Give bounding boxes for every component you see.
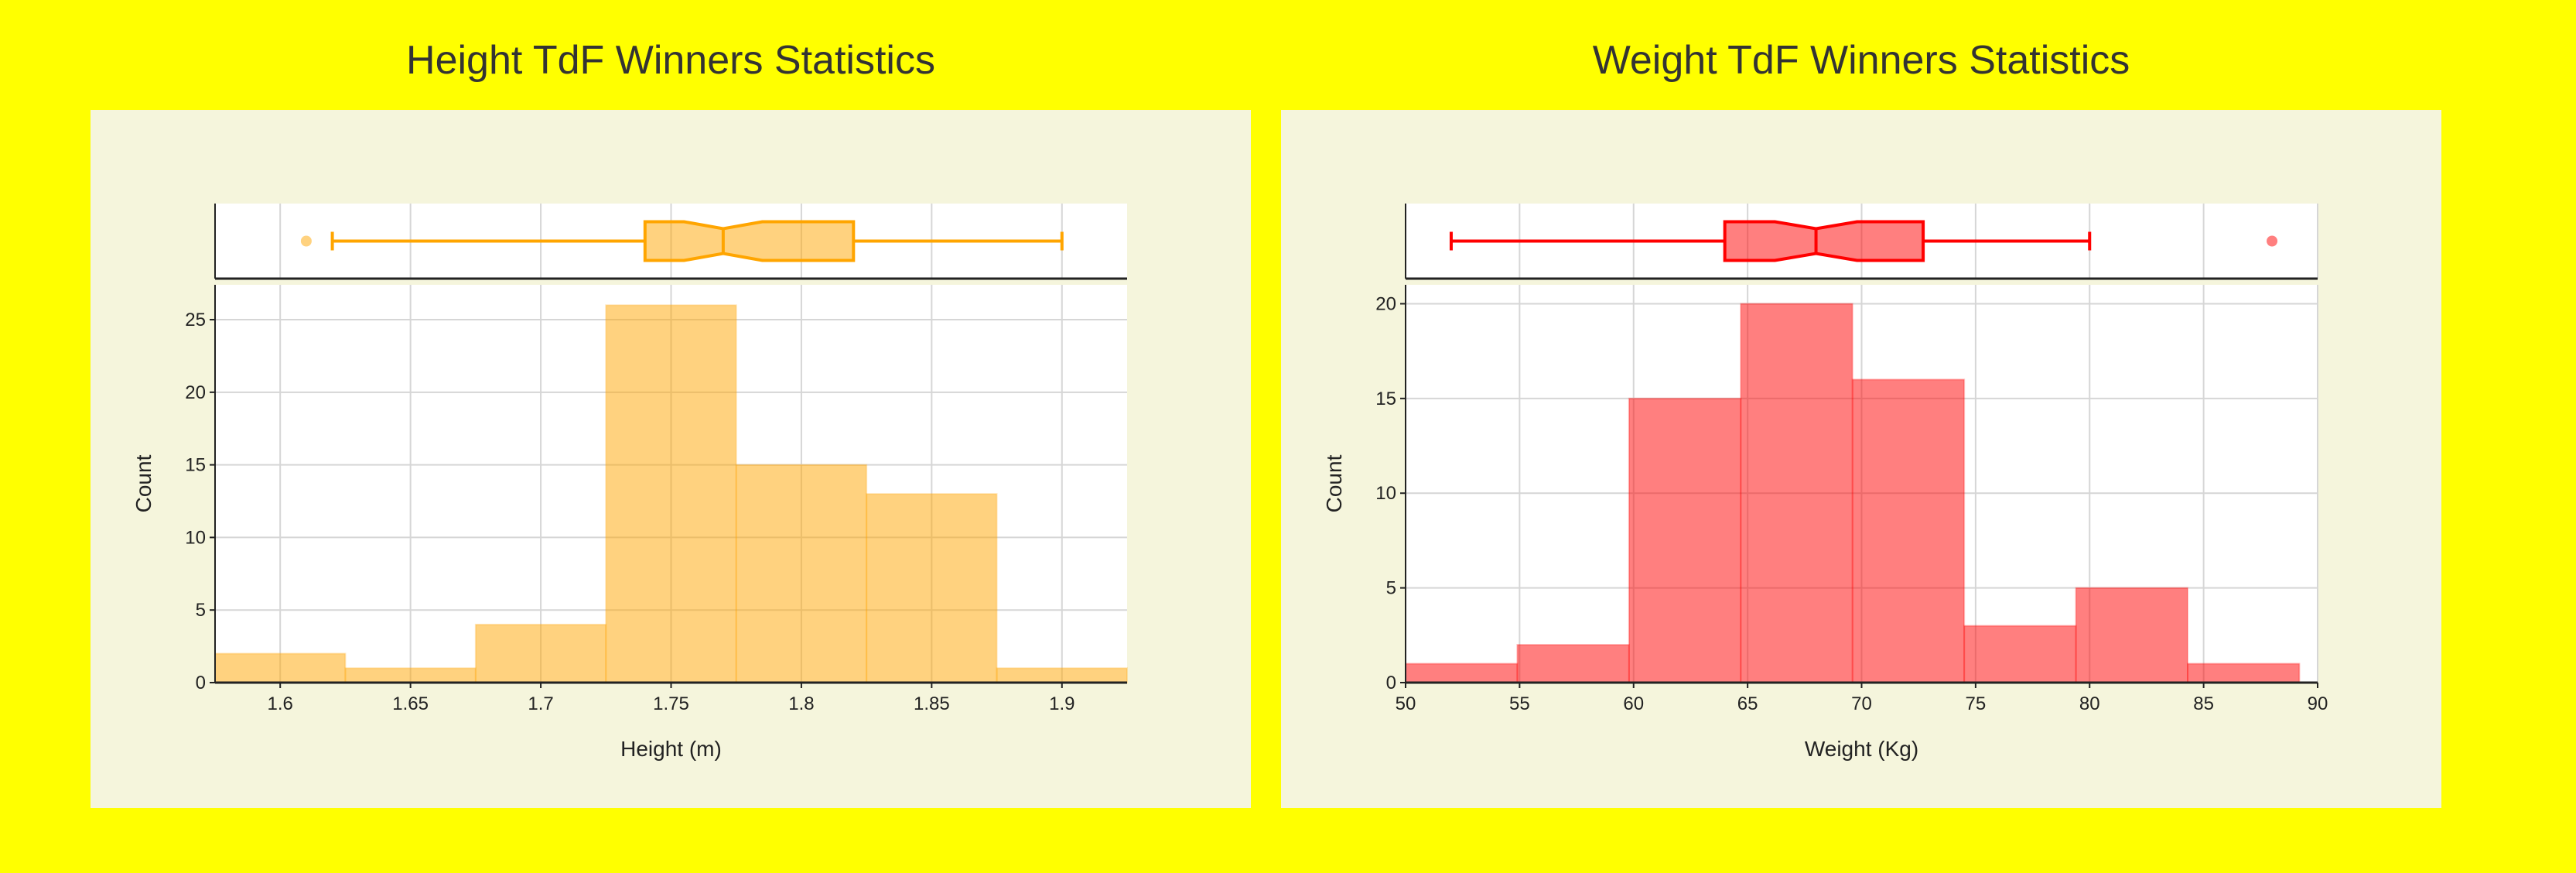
histogram-bar (474, 623, 607, 683)
y-tick-label: 0 (1386, 673, 1396, 693)
histogram-bar (866, 493, 998, 683)
histogram-bar (1740, 303, 1853, 683)
chart-title-height: Height TdF Winners Statistics (406, 38, 935, 83)
histogram-bar (1405, 662, 1519, 683)
boxplot-box (643, 220, 856, 262)
histogram-bar (735, 464, 868, 683)
x-tick-label: 50 (1396, 693, 1416, 714)
histogram-bar (344, 667, 477, 684)
boxplot-outlier (300, 235, 312, 247)
y-tick-label: 15 (185, 455, 206, 476)
histogram-bar (214, 652, 347, 683)
histogram-bar (1628, 397, 1742, 683)
x-tick-label: 1.75 (653, 693, 689, 714)
y-tick-label: 15 (1375, 389, 1396, 409)
weight-chart: 50 55 60 65 70 75 80 85 90 0 5 10 15 20 Weight (Kg) Cou… (1322, 204, 2328, 761)
y-tick-label: 10 (1375, 483, 1396, 504)
y-axis-title: Count (132, 454, 155, 512)
y-tick-label: 5 (196, 600, 206, 621)
y-tick-label: 0 (196, 673, 206, 693)
height-chart: 1.6 1.65 1.7 1.75 1.8 1.85 1.9 0 5 10 15 20 25 Height… (132, 204, 1128, 761)
x-tick-label: 55 (1509, 693, 1530, 714)
histogram-bar (1963, 625, 2077, 683)
histogram-bar (996, 667, 1128, 684)
y-tick-label: 10 (185, 527, 206, 548)
y-axis-title: Count (1322, 454, 1346, 512)
x-tick-label: 85 (2193, 693, 2214, 714)
x-tick-label: 1.9 (1049, 693, 1074, 714)
y-tick-label: 20 (1375, 293, 1396, 314)
histogram-bar (605, 304, 737, 683)
x-axis-title: Height (m) (620, 737, 722, 761)
x-tick-label: 1.65 (392, 693, 429, 714)
boxplot-outlier (2267, 235, 2278, 247)
x-tick-label: 65 (1737, 693, 1758, 714)
x-tick-label: 80 (2079, 693, 2100, 714)
height-chart-panel: 1.6 1.65 1.7 1.75 1.8 1.85 1.9 0 5 10 15 20 25 Height… (91, 110, 1251, 808)
histogram-bar (2186, 662, 2301, 683)
x-tick-label: 75 (1966, 693, 1987, 714)
x-tick-label: 1.7 (528, 693, 553, 714)
weight-chart-panel: 50 55 60 65 70 75 80 85 90 0 5 10 15 20 Weight (Kg) Cou… (1281, 110, 2441, 808)
y-tick-label: 5 (1386, 578, 1396, 599)
boxplot-box (1723, 220, 1925, 262)
x-tick-label: 60 (1623, 693, 1644, 714)
x-tick-label: 1.6 (268, 693, 293, 714)
histogram-bar (2075, 587, 2188, 683)
x-tick-label: 90 (2308, 693, 2328, 714)
y-tick-label: 20 (185, 382, 206, 403)
histogram-bar (1516, 644, 1630, 683)
x-tick-label: 1.85 (914, 693, 950, 714)
y-tick-label: 25 (185, 310, 206, 330)
x-axis-title: Weight (Kg) (1805, 737, 1918, 761)
x-tick-label: 70 (1851, 693, 1872, 714)
x-tick-label: 1.8 (788, 693, 814, 714)
chart-title-weight: Weight TdF Winners Statistics (1592, 38, 2130, 83)
histogram-bar (1851, 378, 1966, 683)
